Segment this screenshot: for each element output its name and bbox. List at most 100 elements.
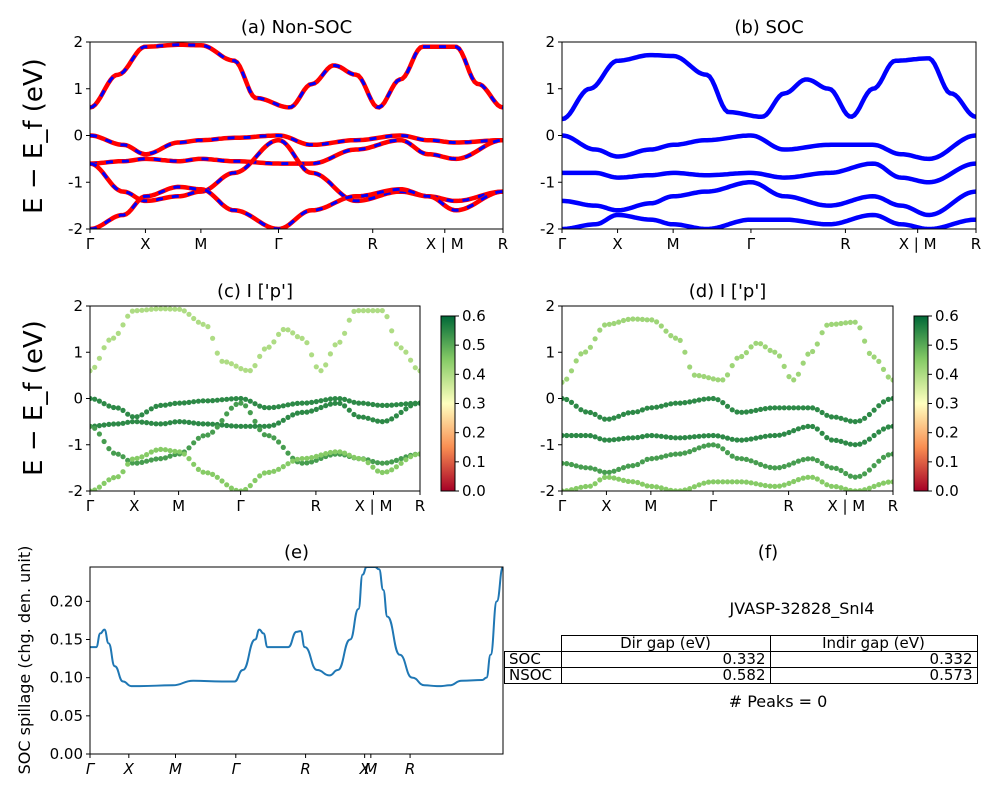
- scatter-point: [337, 449, 343, 455]
- scatter-point: [658, 323, 664, 329]
- scatter-point: [309, 408, 315, 414]
- scatter-point: [162, 402, 168, 408]
- scatter-point: [125, 457, 131, 463]
- scatter-point: [862, 415, 868, 421]
- scatter-point: [191, 461, 197, 467]
- scatter-point: [111, 404, 117, 411]
- scatter-point: [828, 483, 835, 489]
- scatter-point: [252, 423, 258, 429]
- scatter-point: [819, 430, 825, 436]
- x-tick-label: X | M: [355, 497, 393, 515]
- scatter-point: [398, 456, 404, 462]
- scatter-point: [299, 335, 305, 341]
- scatter-point: [90, 395, 93, 402]
- scatter-point: [200, 321, 206, 327]
- scatter-point: [139, 454, 145, 460]
- scatter-point: [304, 400, 310, 406]
- scatter-point: [805, 456, 811, 462]
- band-line: [90, 42, 503, 110]
- scatter-point: [710, 376, 716, 382]
- scatter-point: [706, 442, 712, 448]
- scatter-point: [318, 404, 324, 411]
- scatter-point: [177, 306, 183, 312]
- scatter-point: [587, 483, 594, 489]
- scatter-point: [247, 423, 253, 429]
- scatter-point: [167, 306, 173, 312]
- scatter-point: [346, 398, 352, 404]
- scatter-point: [819, 330, 825, 336]
- scatter-point: [805, 405, 811, 411]
- x-tick-label: R: [311, 497, 321, 515]
- scatter-point: [847, 441, 854, 447]
- scatter-point: [228, 423, 234, 429]
- scatter-point: [781, 482, 787, 488]
- scatter-point: [290, 330, 296, 336]
- scatter-point: [668, 333, 674, 339]
- scatter-point: [144, 307, 150, 313]
- scatter-point: [810, 423, 816, 430]
- scatter-point: [706, 396, 712, 402]
- scatter-point: [696, 482, 702, 488]
- colorbar-tick-label: 0.5: [462, 336, 486, 354]
- scatter-point: [210, 421, 216, 427]
- plot-frame: [561, 305, 894, 492]
- scatter-point: [852, 419, 858, 425]
- x-tick-label: R: [405, 760, 415, 778]
- scatter-point: [384, 402, 390, 408]
- scatter-point: [743, 409, 750, 415]
- scatter-point: [106, 421, 112, 427]
- scatter-point: [810, 456, 816, 462]
- scatter-point: [767, 347, 773, 353]
- scatter-point: [379, 402, 385, 408]
- scatter-point: [739, 353, 745, 360]
- x-tick-label: X | M: [426, 235, 464, 253]
- scatter-point: [327, 351, 333, 357]
- scatter-point: [701, 396, 707, 402]
- scatter-point: [568, 432, 575, 439]
- scatter-point: [403, 457, 409, 463]
- x-tick-label: R: [840, 235, 850, 253]
- y-tick-label: -2: [68, 482, 83, 500]
- scatter-point: [810, 348, 816, 355]
- scatter-point: [144, 458, 150, 464]
- scatter-point: [186, 456, 192, 462]
- scatter-point: [805, 474, 811, 480]
- scatter-point: [592, 336, 598, 342]
- scatter-point: [205, 324, 211, 330]
- scatter-point: [247, 410, 253, 416]
- scatter-point: [606, 321, 612, 327]
- scatter-point: [205, 421, 211, 427]
- y-tick-label: 0: [545, 127, 555, 145]
- scatter-point: [606, 474, 612, 480]
- scatter-point: [748, 480, 754, 486]
- colorbar-tick-label: 0.2: [935, 424, 959, 442]
- scatter-point: [408, 357, 414, 363]
- scatter-point: [280, 326, 286, 333]
- scatter-point: [724, 403, 731, 409]
- scatter-point: [701, 480, 707, 486]
- scatter-point: [219, 418, 225, 424]
- colorbar-tick-label: 0.0: [935, 482, 959, 500]
- scatter-point: [635, 461, 641, 468]
- scatter-point: [814, 457, 820, 464]
- scatter-point: [890, 479, 893, 485]
- scatter-point: [639, 481, 646, 487]
- scatter-point: [762, 433, 768, 439]
- plot-frame: [89, 566, 504, 755]
- scatter-point: [200, 469, 206, 475]
- panel-f: (f) JVASP-32828_SnI4 # Peaks = 0: [729, 542, 875, 711]
- scatter-point: [776, 432, 783, 438]
- scatter-point: [351, 411, 357, 418]
- scatter-point: [739, 456, 745, 462]
- scatter-point: [115, 474, 121, 480]
- scatter-point: [828, 437, 835, 443]
- scatter-point: [843, 417, 849, 423]
- scatter-point: [238, 423, 244, 429]
- scatter-point: [852, 474, 858, 480]
- x-tick-label: M: [169, 760, 182, 778]
- band-line-overlay: [90, 133, 503, 156]
- scatter-point: [351, 454, 357, 460]
- scatter-point: [772, 349, 778, 355]
- scatter-point: [654, 404, 660, 410]
- y-tick-label: 0.20: [50, 592, 83, 610]
